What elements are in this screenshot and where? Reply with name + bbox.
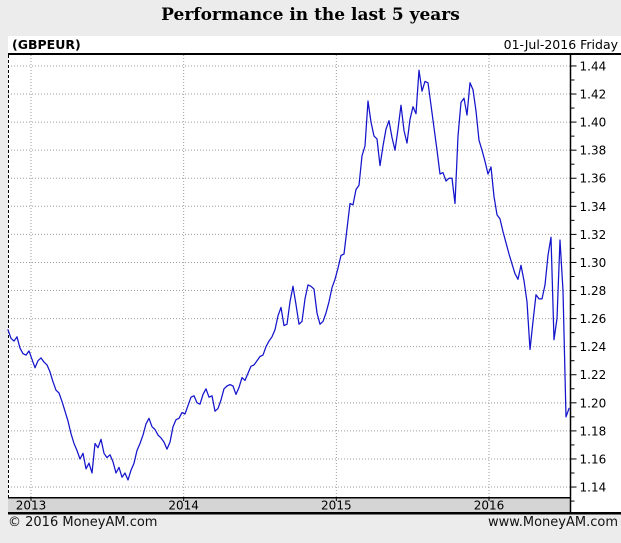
- y-tick-label: 1.22: [580, 368, 607, 382]
- y-tick-label: 1.24: [580, 340, 607, 354]
- price-line-chart: 2013 2014 2015 2016 1.44 1.42 1.40 1.38 1.36 1.34…: [7, 55, 621, 515]
- y-tick-label: 1.32: [580, 228, 607, 242]
- y-tick-label: 1.28: [580, 284, 607, 298]
- footer-bar: © 2016 MoneyAM.com www.MoneyAM.com: [8, 515, 618, 531]
- y-tick-label: 1.44: [580, 59, 607, 73]
- website-text: www.MoneyAM.com: [488, 515, 618, 530]
- y-tick-label: 1.18: [580, 424, 607, 438]
- x-year-label: 2015: [321, 499, 352, 513]
- y-tick-label: 1.26: [580, 312, 607, 326]
- y-tick-label: 1.16: [580, 452, 607, 466]
- y-tick-label: 1.36: [580, 172, 607, 186]
- x-year-label: 2016: [474, 499, 505, 513]
- axis-bottom-bar: [8, 512, 621, 515]
- y-tick-label: 1.34: [580, 200, 607, 214]
- y-axis-background: [570, 55, 621, 512]
- header-strip: (GBPEUR) 01-Jul-2016 Friday: [8, 36, 621, 55]
- page-title: Performance in the last 5 years: [161, 5, 460, 25]
- copyright-text: © 2016 MoneyAM.com: [8, 515, 158, 530]
- y-tick-label: 1.14: [580, 481, 607, 495]
- y-tick-label: 1.30: [580, 256, 607, 270]
- symbol-label: (GBPEUR): [12, 37, 81, 52]
- date-label: 01-Jul-2016 Friday: [503, 37, 618, 52]
- y-tick-label: 1.40: [580, 116, 607, 130]
- plot-background: [8, 55, 570, 497]
- y-tick-label: 1.20: [580, 396, 607, 410]
- x-year-label: 2013: [16, 499, 47, 513]
- x-axis-band: [8, 497, 570, 512]
- x-year-label: 2014: [168, 499, 199, 513]
- y-tick-label: 1.42: [580, 88, 607, 102]
- price-line: [7, 69, 570, 481]
- y-tick-label: 1.38: [580, 144, 607, 158]
